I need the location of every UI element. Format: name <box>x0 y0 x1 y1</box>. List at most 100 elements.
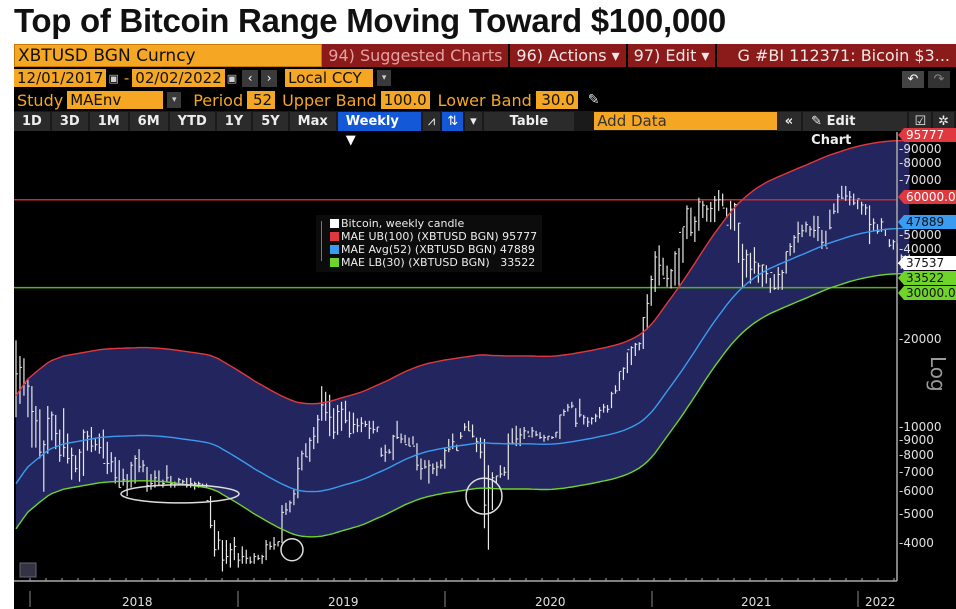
range-1d[interactable]: 1D <box>14 111 50 131</box>
y-tick-label: -70000 <box>899 172 942 187</box>
range-ytd[interactable]: YTD <box>169 111 215 131</box>
candle <box>682 226 685 263</box>
candle <box>388 449 392 454</box>
edit-menu[interactable]: 97) Edit ▾ <box>627 44 718 67</box>
actions-menu[interactable]: 96) Actions ▾ <box>510 44 628 67</box>
candle <box>444 447 447 469</box>
candle <box>241 546 245 564</box>
candle <box>737 222 741 263</box>
candle <box>448 438 451 453</box>
candle <box>857 198 860 210</box>
candle <box>797 221 801 243</box>
candle <box>233 537 237 561</box>
calendar-icon[interactable]: ▣ <box>108 71 119 85</box>
candle <box>432 463 435 475</box>
candle <box>67 433 70 464</box>
story-link[interactable]: G #BI 112371: Bicoin $3... <box>717 44 956 67</box>
candle <box>595 413 598 423</box>
candle <box>571 401 574 409</box>
candle <box>404 434 408 446</box>
last-value-badge: 33522 <box>898 271 956 285</box>
candle <box>340 401 344 431</box>
price-chart[interactable] <box>14 132 956 609</box>
candle <box>134 455 138 484</box>
candle <box>861 201 864 215</box>
candle <box>392 434 396 461</box>
candle <box>523 427 527 439</box>
envelope-band-fill <box>16 140 910 537</box>
legend-label: MAE LB(30) (XBTUSD BGN) <box>341 256 490 269</box>
edit-chart-button[interactable]: ✎ Edit Chart <box>803 111 908 148</box>
candle <box>396 420 400 439</box>
legend-value: 95777 <box>502 230 538 243</box>
candle <box>817 215 820 242</box>
candle <box>368 420 372 439</box>
candle <box>424 460 427 469</box>
candle <box>563 409 566 417</box>
add-data-input[interactable]: Add Data <box>594 112 777 130</box>
candle <box>376 426 380 433</box>
study-row: Study MAEnv ▾ Period 52 Upper Band 100.0… <box>14 90 599 110</box>
upper-band-field[interactable]: 100.0 <box>380 91 430 109</box>
edit-chart-label: Edit Chart <box>811 113 856 148</box>
candle <box>360 417 364 433</box>
gear-icon[interactable]: ✲ <box>933 111 955 131</box>
candle <box>539 432 543 439</box>
table-button[interactable]: Table <box>483 111 575 131</box>
candle <box>333 408 336 439</box>
candle <box>531 427 535 438</box>
pencil-icon[interactable]: ✎ <box>587 92 600 108</box>
range-5y[interactable]: 5Y <box>253 111 288 131</box>
candle <box>344 400 348 424</box>
candle <box>845 185 848 201</box>
candle <box>614 385 618 394</box>
candle <box>356 418 360 433</box>
frequency-select[interactable]: Weekly ▼ <box>337 111 421 148</box>
calendar-icon[interactable]: ▣ <box>226 71 238 85</box>
candle <box>225 540 229 564</box>
undo-icon[interactable]: ↶ <box>902 71 924 88</box>
suggested-charts-button[interactable]: 94) Suggested Charts <box>322 44 511 67</box>
range-3d[interactable]: 3D <box>51 111 88 131</box>
candle <box>372 420 376 434</box>
study-select[interactable]: MAEnv <box>67 91 164 109</box>
currency-select[interactable]: Local CCY <box>285 69 374 87</box>
line-chart-icon[interactable]: ⩘ <box>422 111 441 131</box>
start-date-field[interactable]: 12/01/2017 <box>14 69 107 87</box>
last-value-badge: 37537 <box>898 256 956 270</box>
candle <box>352 412 356 434</box>
candle <box>710 201 713 223</box>
candle <box>94 437 98 451</box>
candle <box>567 403 570 412</box>
collapse-icon[interactable]: « <box>776 111 802 131</box>
candle <box>31 386 34 448</box>
annotate-icon[interactable]: ☑ <box>909 111 932 131</box>
bar-chart-icon[interactable]: ⇅ <box>442 111 464 131</box>
chevron-down-icon[interactable]: ▾ <box>167 92 182 108</box>
candle <box>555 431 558 438</box>
candle <box>249 556 253 564</box>
candle <box>678 231 681 286</box>
chevron-down-icon[interactable]: ▾ <box>465 111 482 131</box>
end-date-field[interactable]: 02/02/2022 <box>132 69 225 87</box>
candle <box>551 436 554 439</box>
lower-band-field[interactable]: 30.0 <box>535 91 578 109</box>
redo-icon[interactable]: ↷ <box>928 71 950 88</box>
y-tick-label: -6000 <box>899 484 934 499</box>
chevron-down-icon[interactable]: ▾ <box>377 70 392 86</box>
last-value-badge: 60000.00 <box>898 190 956 204</box>
candle <box>479 437 483 459</box>
candle <box>325 391 328 421</box>
chevron-right-icon[interactable]: › <box>261 69 278 87</box>
candle <box>293 489 296 506</box>
range-1y[interactable]: 1Y <box>216 111 252 131</box>
chevron-left-icon[interactable]: ‹ <box>242 69 259 87</box>
ticker-field[interactable]: XBTUSD BGN Curncy <box>14 44 323 67</box>
candle <box>698 197 701 231</box>
period-field[interactable]: 52 <box>247 91 276 109</box>
range-6m[interactable]: 6M <box>129 111 168 131</box>
annotation-circle <box>280 537 304 562</box>
legend-label: MAE Avg(52) (XBTUSD BGN) <box>341 243 497 256</box>
range-1m[interactable]: 1M <box>89 111 128 131</box>
range-max[interactable]: Max <box>289 111 336 131</box>
